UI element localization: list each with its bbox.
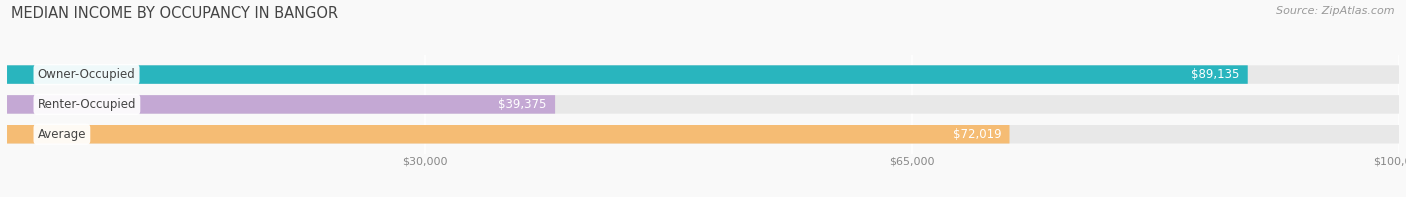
Text: Source: ZipAtlas.com: Source: ZipAtlas.com [1277, 6, 1395, 16]
Text: Renter-Occupied: Renter-Occupied [38, 98, 136, 111]
Text: $72,019: $72,019 [952, 128, 1001, 141]
FancyBboxPatch shape [7, 125, 1399, 143]
FancyBboxPatch shape [7, 125, 1010, 143]
FancyBboxPatch shape [7, 95, 555, 114]
Text: Average: Average [38, 128, 86, 141]
FancyBboxPatch shape [7, 65, 1399, 84]
Text: $89,135: $89,135 [1191, 68, 1239, 81]
Text: MEDIAN INCOME BY OCCUPANCY IN BANGOR: MEDIAN INCOME BY OCCUPANCY IN BANGOR [11, 6, 339, 21]
FancyBboxPatch shape [7, 65, 1247, 84]
Text: Owner-Occupied: Owner-Occupied [38, 68, 135, 81]
FancyBboxPatch shape [7, 95, 1399, 114]
Text: $39,375: $39,375 [498, 98, 547, 111]
